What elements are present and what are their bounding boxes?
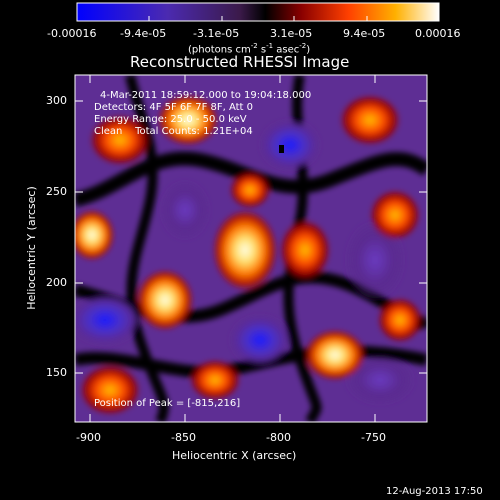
x-tick-label: -750 bbox=[361, 431, 386, 444]
footer-timestamp: 12-Aug-2013 17:50 bbox=[386, 486, 483, 497]
rhessi-image bbox=[75, 75, 427, 422]
annotation-clean: Clean Total Counts: 1.21E+04 bbox=[94, 126, 253, 137]
y-tick-label: 250 bbox=[46, 185, 67, 198]
y-axis-ticks bbox=[75, 100, 427, 374]
colorbar-tick-label: 9.4e-05 bbox=[343, 27, 386, 40]
y-tick-label: 150 bbox=[46, 366, 67, 379]
colorbar-units: (photons cm-2 s-1 asec-2) bbox=[188, 42, 311, 56]
colorbar bbox=[76, 2, 440, 22]
x-axis-ticks bbox=[89, 75, 376, 422]
annotation-detectors: Detectors: 4F 5F 6F 7F 8F, Att 0 bbox=[94, 102, 254, 113]
x-axis-label: Heliocentric X (arcsec) bbox=[172, 449, 297, 462]
y-tick-label: 200 bbox=[46, 276, 67, 289]
colorbar-tick-label: -3.1e-05 bbox=[193, 27, 240, 40]
colorbar-ticks bbox=[76, 16, 440, 21]
colorbar-tick-label: 0.00016 bbox=[415, 27, 461, 40]
peak-marker bbox=[279, 145, 284, 153]
colorbar-tick-label: -0.00016 bbox=[47, 27, 97, 40]
x-tick-label: -800 bbox=[266, 431, 291, 444]
y-tick-label: 300 bbox=[46, 94, 67, 107]
x-tick-label: -850 bbox=[171, 431, 196, 444]
annotation-time: 4-Mar-2011 18:59:12.000 to 19:04:18.000 bbox=[100, 90, 312, 101]
plot-title: Reconstructed RHESSI Image bbox=[130, 53, 350, 71]
plot-frame bbox=[74, 74, 428, 423]
x-tick-label: -900 bbox=[76, 431, 101, 444]
annotation-energy: Energy Range: 25.0 - 50.0 keV bbox=[94, 114, 247, 125]
colorbar-tick-label: -9.4e-05 bbox=[120, 27, 167, 40]
annotation-peak: Position of Peak = [-815,216] bbox=[94, 398, 241, 409]
y-axis-label: Heliocentric Y (arcsec) bbox=[25, 186, 38, 310]
colorbar-tick-label: 3.1e-05 bbox=[270, 27, 313, 40]
